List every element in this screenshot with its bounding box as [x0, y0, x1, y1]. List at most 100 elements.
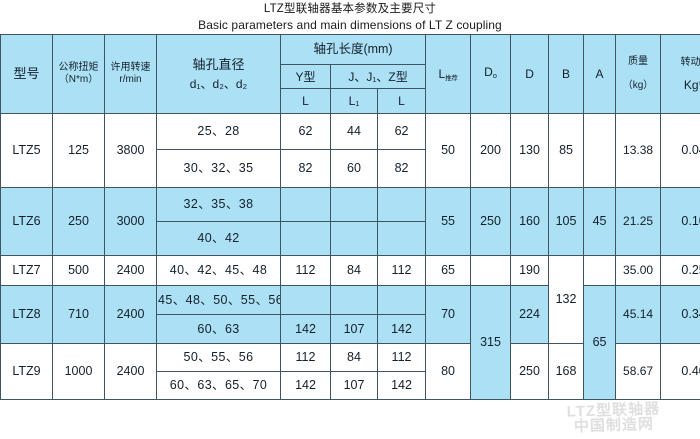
- cell-L-z: 82: [377, 149, 427, 188]
- header-mass: 质量 （kg）: [615, 34, 662, 114]
- header-bore-diameter: 轴孔直径 d₁、d₂、d₂: [156, 34, 281, 114]
- header-bore-diameter-symbols: d₁、d₂、d₂: [189, 77, 248, 91]
- header-D0-sub: o: [492, 71, 497, 80]
- header-row-2: Y型 J、J₁、Z型: [1, 64, 700, 89]
- cell-L-recommended: 65: [425, 255, 472, 286]
- cell-D: 250: [510, 343, 550, 400]
- cell-D: 190: [510, 255, 550, 286]
- cell-bore-diameter: 32、35、38: [156, 187, 281, 222]
- cell-L-z: 62: [377, 113, 427, 150]
- cell-mass: 58.67: [615, 343, 662, 400]
- cell-D0: [470, 255, 512, 286]
- table-row: LTZ8 710 2400 45、48、50、55、56 70 315 224 …: [0, 285, 700, 400]
- cell-D0: 315: [470, 285, 512, 400]
- cell-L-y: [280, 285, 331, 315]
- header-bore-length-group: 轴孔长度(mm): [280, 34, 427, 65]
- cell-L-recommended: 80: [425, 343, 472, 400]
- cell-L-z: [377, 221, 427, 256]
- cell-L-z: 142: [377, 314, 427, 344]
- cell-D: 160: [510, 187, 550, 256]
- cell-B: 105: [548, 187, 585, 256]
- cell-model: LTZ5: [0, 113, 53, 188]
- cell-torque: 125: [52, 113, 105, 188]
- cell-L-recommended: 50: [425, 113, 472, 188]
- cell-model: LTZ6: [0, 187, 53, 256]
- cell-D: 130: [510, 113, 550, 188]
- cell-speed: 2400: [104, 343, 157, 400]
- cell-model: LTZ9: [0, 343, 53, 400]
- cell-A: [583, 255, 617, 286]
- header-allowable-speed-unit: r/min: [119, 74, 142, 85]
- cell-L-y: 112: [280, 255, 331, 286]
- header-allowable-speed-label: 许用转速: [110, 62, 151, 73]
- cell-L1: 107: [330, 371, 378, 400]
- header-sub-L1: L₁: [330, 88, 378, 114]
- header-nominal-torque-unit: （N*m）: [58, 74, 99, 85]
- cell-bore-diameter: 30、32、35: [156, 149, 281, 188]
- cell-L-y: 62: [280, 113, 331, 150]
- header-L-recommended-symbol: L: [438, 67, 446, 81]
- cell-D0: 200: [470, 113, 512, 188]
- cell-A: 65: [583, 285, 617, 400]
- header-L-recommended: L推荐: [425, 34, 472, 114]
- cell-D: 224: [510, 285, 550, 344]
- cell-L-y: 142: [280, 371, 331, 400]
- title-chinese: LTZ型联轴器基本参数及主要尺寸: [263, 3, 437, 15]
- cell-L1: [330, 187, 378, 222]
- watermark-line-1: LTZ型联轴器: [566, 400, 661, 421]
- cell-inertia: 0.4070: [660, 343, 700, 400]
- title-block: LTZ型联轴器基本参数及主要尺寸 Basic parameters and ma…: [0, 0, 700, 34]
- watermark: LTZ型联轴器 中国制造网: [566, 400, 661, 435]
- cell-speed: 2400: [104, 255, 157, 286]
- cell-L-y: 142: [280, 314, 331, 344]
- cell-L-y: [280, 221, 331, 256]
- header-inertia: 转动惯量 Kg*m²: [660, 34, 700, 114]
- header-sub-L-z: L: [377, 88, 427, 114]
- cell-model: LTZ8: [0, 285, 53, 344]
- cell-L1: 84: [330, 255, 378, 286]
- header-model: 型号: [0, 34, 53, 114]
- cell-L-y: 112: [280, 343, 331, 372]
- table-row: LTZ6 250 3000 32、35、38 55 250 160 105 45…: [0, 187, 700, 256]
- table-row: LTZ7 500 2400 40、42、45、48 112 84 112 65 …: [0, 255, 700, 344]
- cell-bore-diameter: 40、42: [156, 221, 281, 256]
- header-B: B: [548, 34, 585, 114]
- header-inertia-label: 转动惯量: [680, 56, 700, 68]
- cell-L-z: 142: [377, 371, 427, 400]
- cell-L-y: 82: [280, 149, 331, 188]
- specification-table: 型号 公称扭矩 （N*m） 许用转速 r/min 轴孔直径 d₁、d₂、d₂ 轴…: [0, 34, 700, 400]
- cell-L1: 84: [330, 343, 378, 372]
- cell-torque: 1000: [52, 343, 105, 400]
- cell-inertia: 0.0416: [660, 113, 700, 188]
- cell-mass: 45.14: [615, 285, 662, 344]
- cell-L-recommended: 70: [425, 285, 472, 344]
- cell-L1: 44: [330, 113, 378, 150]
- cell-bore-diameter: 60、63、65、70: [156, 371, 281, 400]
- header-mass-label: 质量: [628, 56, 649, 67]
- cell-torque: 250: [52, 187, 105, 256]
- header-sub-L-y: L: [280, 88, 331, 114]
- cell-mass: 21.25: [615, 187, 662, 256]
- table-row: LTZ5 125 3800 25、28 62 44 62 50 200 130 …: [0, 113, 700, 188]
- cell-L-z: 112: [377, 343, 427, 372]
- header-inertia-unit: Kg*m²: [683, 77, 700, 92]
- header-A: A: [583, 34, 617, 114]
- cell-L-z: 112: [377, 255, 427, 286]
- header-type-Y: Y型: [280, 64, 331, 89]
- cell-bore-diameter: 25、28: [156, 113, 281, 150]
- cell-L-z: [377, 285, 427, 315]
- cell-L1: [330, 221, 378, 256]
- cell-D0: 250: [470, 187, 512, 256]
- header-nominal-torque: 公称扭矩 （N*m）: [52, 34, 105, 114]
- header-type-JJZ: J、J₁、Z型: [330, 64, 427, 89]
- cell-inertia: 0.3470: [660, 285, 700, 344]
- cell-torque: 500: [52, 255, 105, 286]
- cell-B: 168: [548, 343, 585, 400]
- header-D0-symbol: D: [484, 65, 493, 79]
- cell-B: 85: [548, 113, 585, 188]
- cell-bore-diameter: 45、48、50、55、56: [156, 285, 281, 315]
- header-row-3: L L₁ L: [1, 88, 700, 114]
- cell-inertia: 0.1053: [660, 187, 700, 256]
- cell-mass: 35.00: [615, 255, 662, 286]
- cell-bore-diameter: 50、55、56: [156, 343, 281, 372]
